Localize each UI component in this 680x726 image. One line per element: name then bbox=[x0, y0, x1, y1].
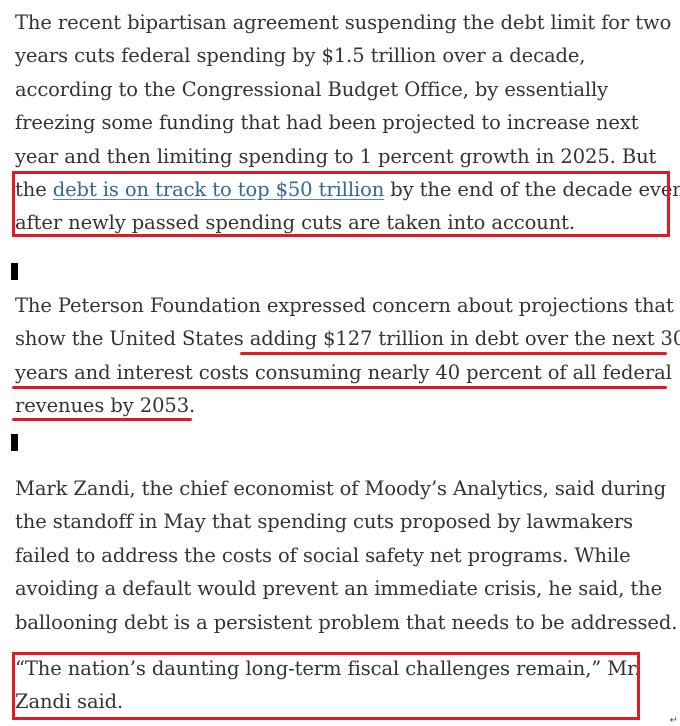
text-fragment: the bbox=[15, 178, 53, 202]
text-line: years cuts federal spending by $1.5 tril… bbox=[15, 44, 586, 68]
text-fragment: by the end of the decade even bbox=[384, 178, 680, 202]
text-cursor-marker bbox=[11, 434, 18, 451]
text-line: the standoff in May that spending cuts p… bbox=[15, 510, 633, 534]
paragraph-debt-limit: The recent bipartisan agreement suspendi… bbox=[15, 6, 680, 240]
text-line: freezing some funding that had been proj… bbox=[15, 111, 639, 135]
text-line: after newly passed spending cuts are tak… bbox=[15, 211, 575, 235]
underline-mark bbox=[12, 418, 192, 421]
underline-mark bbox=[12, 386, 667, 389]
paragraph-peterson-foundation: The Peterson Foundation expressed concer… bbox=[15, 289, 680, 423]
text-line: Zandi said. bbox=[15, 690, 124, 714]
debt-projection-link[interactable]: debt is on track to top $50 trillion bbox=[52, 178, 385, 202]
text-line: according to the Congressional Budget Of… bbox=[15, 77, 609, 101]
text-line: show the United States adding $127 trill… bbox=[15, 327, 680, 351]
resize-corner-icon: ↵ bbox=[669, 715, 678, 726]
text-line: “The nation’s daunting long-term fiscal … bbox=[15, 657, 641, 680]
text-line: the debt is on track to top $50 trillion… bbox=[15, 173, 680, 206]
paragraph-mark-zandi: Mark Zandi, the chief economist of Moody… bbox=[15, 472, 680, 639]
underline-mark bbox=[240, 352, 667, 355]
text-line: The recent bipartisan agreement suspendi… bbox=[15, 11, 672, 34]
text-line: revenues by 2053. bbox=[15, 394, 196, 418]
text-line: years and interest costs consuming nearl… bbox=[15, 360, 672, 384]
paragraph-zandi-quote: “The nation’s daunting long-term fiscal … bbox=[15, 652, 680, 719]
text-line: The Peterson Foundation expressed concer… bbox=[15, 294, 674, 317]
text-cursor-marker bbox=[11, 263, 18, 280]
text-line: avoiding a default would prevent an imme… bbox=[15, 577, 663, 601]
text-line: ballooning debt is a persistent problem … bbox=[15, 610, 678, 634]
text-line: Mark Zandi, the chief economist of Moody… bbox=[15, 477, 666, 500]
text-line: year and then limiting spending to 1 per… bbox=[15, 144, 657, 168]
text-line: failed to address the costs of social sa… bbox=[15, 543, 631, 567]
